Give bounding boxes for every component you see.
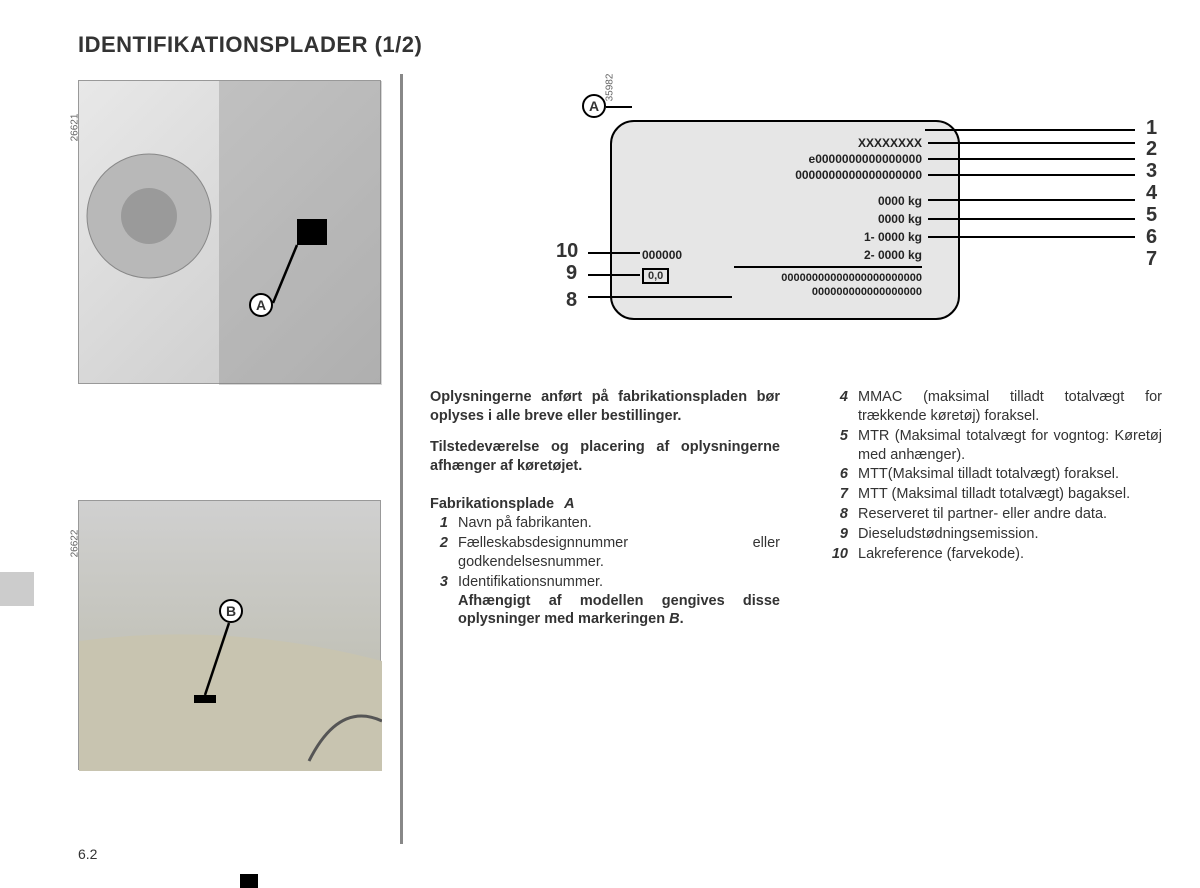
label-5: 5 — [1146, 204, 1157, 227]
photo-a: 26621 A — [78, 80, 381, 384]
item-6-text: MTT(Maksimal tilladt totalvægt) foraksel… — [858, 465, 1162, 484]
diagram-id: 35982 — [604, 74, 615, 102]
lead-5 — [928, 199, 1135, 201]
item-9-text: Dieseludstødningsemission. — [858, 525, 1162, 544]
plate-line-1: XXXXXXXX — [858, 136, 922, 150]
plate-line-5: 0000 kg — [878, 212, 922, 226]
plate-line-4: 0000 kg — [878, 194, 922, 208]
item-4: 4 MMAC (maksimal tilladt totalvægt for t… — [830, 388, 1162, 426]
plate-line-3: 0000000000000000000 — [795, 168, 922, 182]
label-9: 9 — [566, 262, 577, 285]
photo-b: 26622 B — [78, 500, 381, 770]
label-10: 10 — [556, 240, 578, 263]
side-tab — [0, 572, 34, 606]
item-10: 10 Lakreference (farvekode). — [830, 545, 1162, 564]
item-7-num: 7 — [830, 485, 858, 504]
column-separator — [400, 74, 403, 844]
lead-9 — [588, 274, 640, 276]
text-column-right: 4 MMAC (maksimal tilladt totalvægt for t… — [830, 388, 1162, 565]
item-2-text: Fælleskabsdesignnummer eller godkendelse… — [458, 534, 780, 572]
page-number: 6.2 — [78, 846, 97, 862]
item-10-num: 10 — [830, 545, 858, 564]
photo-a-art — [79, 81, 382, 385]
photo-b-art — [79, 501, 382, 771]
text-column-middle: Oplysningerne anført på fabrikationsplad… — [430, 388, 780, 630]
plate-heading-ref: A — [564, 496, 574, 512]
item-3: 3 Identifikationsnummer. Afhængigt af mo… — [430, 573, 780, 630]
item-8: 8 Reserveret til partner- eller andre da… — [830, 505, 1162, 524]
label-1: 1 — [1146, 117, 1157, 140]
lead-3 — [928, 158, 1135, 160]
lead-4 — [928, 174, 1135, 176]
item-4-text: MMAC (maksimal tilladt totalvægt for træ… — [858, 388, 1162, 426]
plate-divider — [734, 266, 922, 268]
label-6: 6 — [1146, 226, 1157, 249]
lead-6 — [928, 218, 1135, 220]
item-6: 6 MTT(Maksimal tilladt totalvægt) foraks… — [830, 465, 1162, 484]
lead-8 — [588, 296, 732, 298]
photo-a-id: 26621 — [69, 114, 80, 142]
item-7: 7 MTT (Maksimal tilladt totalvægt) bagak… — [830, 485, 1162, 504]
label-7: 7 — [1146, 248, 1157, 271]
item-6-num: 6 — [830, 465, 858, 484]
lead-10 — [588, 252, 640, 254]
callout-a: A — [249, 293, 273, 317]
item-8-num: 8 — [830, 505, 858, 524]
item-2: 2 Fælleskabsdesignnummer eller godkendel… — [430, 534, 780, 572]
plate-line-8b: 000000000000000000 — [812, 286, 922, 298]
label-8: 8 — [566, 289, 577, 312]
item-2-num: 2 — [430, 534, 458, 572]
lead-1 — [925, 129, 1135, 131]
item-1-num: 1 — [430, 514, 458, 533]
item-5-text: MTR (Maksimal totalvægt for vogntog: Kør… — [858, 427, 1162, 465]
item-10-text: Lakreference (farvekode). — [858, 545, 1162, 564]
plate-paint: 000000 — [642, 248, 682, 262]
page-title: IDENTIFIKATIONSPLADER (1/2) — [78, 32, 422, 58]
item-5-num: 5 — [830, 427, 858, 465]
item-3-num: 3 — [430, 573, 458, 630]
diagram-callout-a: A — [582, 94, 606, 118]
photo-b-id: 26622 — [69, 530, 80, 558]
item-1-text: Navn på fabrikanten. — [458, 514, 780, 533]
lead-a — [606, 106, 632, 132]
item-9-num: 9 — [830, 525, 858, 544]
plate-heading: Fabrikationsplade — [430, 496, 554, 512]
plate-line-2: e0000000000000000 — [809, 152, 922, 166]
callout-b: B — [219, 599, 243, 623]
plate-emission-box: 0,0 — [642, 268, 669, 284]
item-8-text: Reserveret til partner- eller andre data… — [858, 505, 1162, 524]
plate-outline: XXXXXXXX e0000000000000000 0000000000000… — [610, 120, 960, 320]
item-1: 1 Navn på fabrikanten. — [430, 514, 780, 533]
label-3: 3 — [1146, 160, 1157, 183]
label-4: 4 — [1146, 182, 1157, 205]
lead-2 — [928, 142, 1135, 144]
plate-line-7: 2- 0000 kg — [864, 248, 922, 262]
item-5: 5 MTR (Maksimal totalvægt for vogntog: K… — [830, 427, 1162, 465]
intro-p1: Oplysningerne anført på fabrikationsplad… — [430, 388, 780, 426]
plate-line-8a: 00000000000000000000000 — [781, 272, 922, 284]
item-7-text: MTT (Maksimal tilladt totalvægt) bagakse… — [858, 485, 1162, 504]
crop-mark — [240, 874, 258, 888]
plate-line-6: 1- 0000 kg — [864, 230, 922, 244]
lead-7 — [928, 236, 1135, 238]
label-2: 2 — [1146, 138, 1157, 161]
plate-diagram: 35982 XXXXXXXX e0000000000000000 0000000… — [430, 74, 1170, 354]
item-4-num: 4 — [830, 388, 858, 426]
item-9: 9 Dieseludstødningsemission. — [830, 525, 1162, 544]
item-3-text: Identifikationsnummer. Afhængigt af mode… — [458, 573, 780, 630]
intro-p2: Tilstedeværelse og placering af oplysnin… — [430, 438, 780, 476]
